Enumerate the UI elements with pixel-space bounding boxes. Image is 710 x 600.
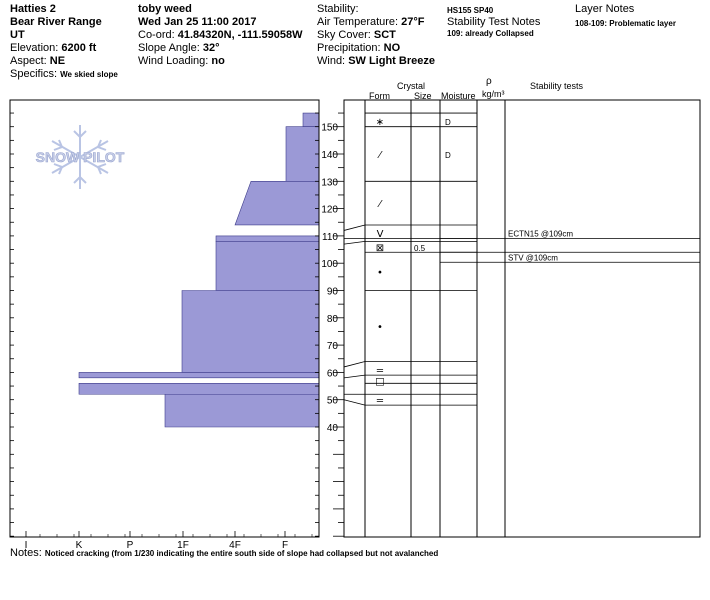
layer-connector-6 <box>343 399 366 406</box>
hs-sp: HS155 SP40 <box>447 6 494 15</box>
grain-form-3: V <box>377 229 384 240</box>
grain-moisture-1: D <box>445 151 451 160</box>
grain-size-4: 0.5 <box>414 244 426 253</box>
grain-form-9: = <box>376 396 384 407</box>
snow-pilot-watermark: SNOW PILOT <box>35 125 125 189</box>
height-tick-label-100: 100 <box>321 259 338 270</box>
wind-loading-row: Wind Loading: no <box>138 55 225 67</box>
crystal-header: Crystal <box>397 81 426 91</box>
height-tick-label-150: 150 <box>321 123 338 134</box>
hardness-layer-4 <box>215 241 320 291</box>
hardness-layer-2 <box>234 181 320 226</box>
grain-form-6: • <box>377 322 383 333</box>
height-tick-label-110: 110 <box>322 232 338 243</box>
grain-form-7: = <box>376 366 384 377</box>
hardness-layer-6 <box>78 372 320 379</box>
hardness-layer-0 <box>302 112 320 127</box>
hardness-label-I: I <box>25 540 28 551</box>
coord-row: Co-ord: 41.84320N, -111.59058W <box>138 29 303 41</box>
layer-connector-4 <box>343 374 366 379</box>
observation-date: Wed Jan 25 11:00 2017 <box>138 16 257 28</box>
hardness-label-1F: 1F <box>177 540 189 551</box>
height-tick-label-40: 40 <box>327 423 339 434</box>
profile-frame <box>9 99 320 538</box>
grain-form-1: ⁄ <box>377 150 383 161</box>
stability-test-label-0: ECTN15 @109cm <box>508 230 573 239</box>
layer-connector-2 <box>343 240 366 245</box>
height-tick-label-80: 80 <box>327 314 339 325</box>
elevation-row: Elevation: 6200 ft <box>10 42 97 54</box>
specifics-row: Specifics: We skied slope <box>10 68 118 80</box>
wind-row: Wind: SW Light Breeze <box>317 55 435 67</box>
height-tick-label-120: 120 <box>321 205 338 216</box>
grain-form-0: ∗ <box>376 117 384 128</box>
layer-notes-title: Layer Notes <box>575 3 635 15</box>
hardness-layer-8 <box>164 393 320 428</box>
hardness-layer-1 <box>285 126 320 182</box>
height-tick-label-130: 130 <box>321 177 338 188</box>
range-name: Bear River Range <box>10 16 102 28</box>
hardness-layer-5 <box>181 290 320 373</box>
grain-form-4: ⊠ <box>376 243 384 254</box>
layer-note: 108-109: Problematic layer <box>575 19 676 28</box>
stability-test-label-1: STV @109cm <box>508 253 558 262</box>
grain-form-5: • <box>377 267 383 278</box>
stability-row: Stability: <box>317 3 359 15</box>
height-tick-label-50: 50 <box>327 396 339 407</box>
hardness-label-F: F <box>282 540 288 551</box>
state-name: UT <box>10 29 25 41</box>
observer-name: toby weed <box>138 3 192 15</box>
layer-connector-0 <box>343 224 366 231</box>
density-unit: kg/m³ <box>482 89 505 99</box>
pit-name: Hatties 2 <box>10 3 56 15</box>
grain-form-2: ⁄ <box>377 199 383 210</box>
watermark-text: SNOW PILOT <box>36 149 125 165</box>
hardness-label-4F: 4F <box>229 540 241 551</box>
grain-form-8: □ <box>375 377 384 388</box>
hardness-layer-3 <box>215 235 320 242</box>
hardness-label-K: K <box>76 540 83 551</box>
aspect-row: Aspect: NE <box>10 55 66 67</box>
height-tick-label-140: 140 <box>321 150 338 161</box>
stability-note: 109: already Collapsed <box>447 29 534 38</box>
notes-row: Notes: Noticed cracking (from 1/230 indi… <box>10 547 439 559</box>
stability-tests-header: Stability tests <box>530 81 584 91</box>
height-tick-label-90: 90 <box>327 287 339 298</box>
hardness-layer-7 <box>78 383 320 395</box>
height-tick-label-60: 60 <box>327 368 339 379</box>
table-frame <box>343 99 701 538</box>
rho-header: ρ <box>486 76 492 87</box>
layer-connector-3 <box>343 361 366 368</box>
height-tick-label-70: 70 <box>327 341 339 352</box>
hardness-label-P: P <box>127 540 134 551</box>
air-temp-row: Air Temperature: 27°F <box>317 16 425 28</box>
form-header: Form <box>369 91 390 101</box>
moisture-header: Moisture <box>441 91 476 101</box>
grain-moisture-0: D <box>445 118 451 127</box>
stability-notes-title: Stability Test Notes <box>447 16 541 28</box>
size-header: Size <box>414 91 432 101</box>
slope-angle-row: Slope Angle: 32° <box>138 42 220 54</box>
precip-row: Precipitation: NO <box>317 42 401 54</box>
sky-cover-row: Sky Cover: SCT <box>317 29 396 41</box>
